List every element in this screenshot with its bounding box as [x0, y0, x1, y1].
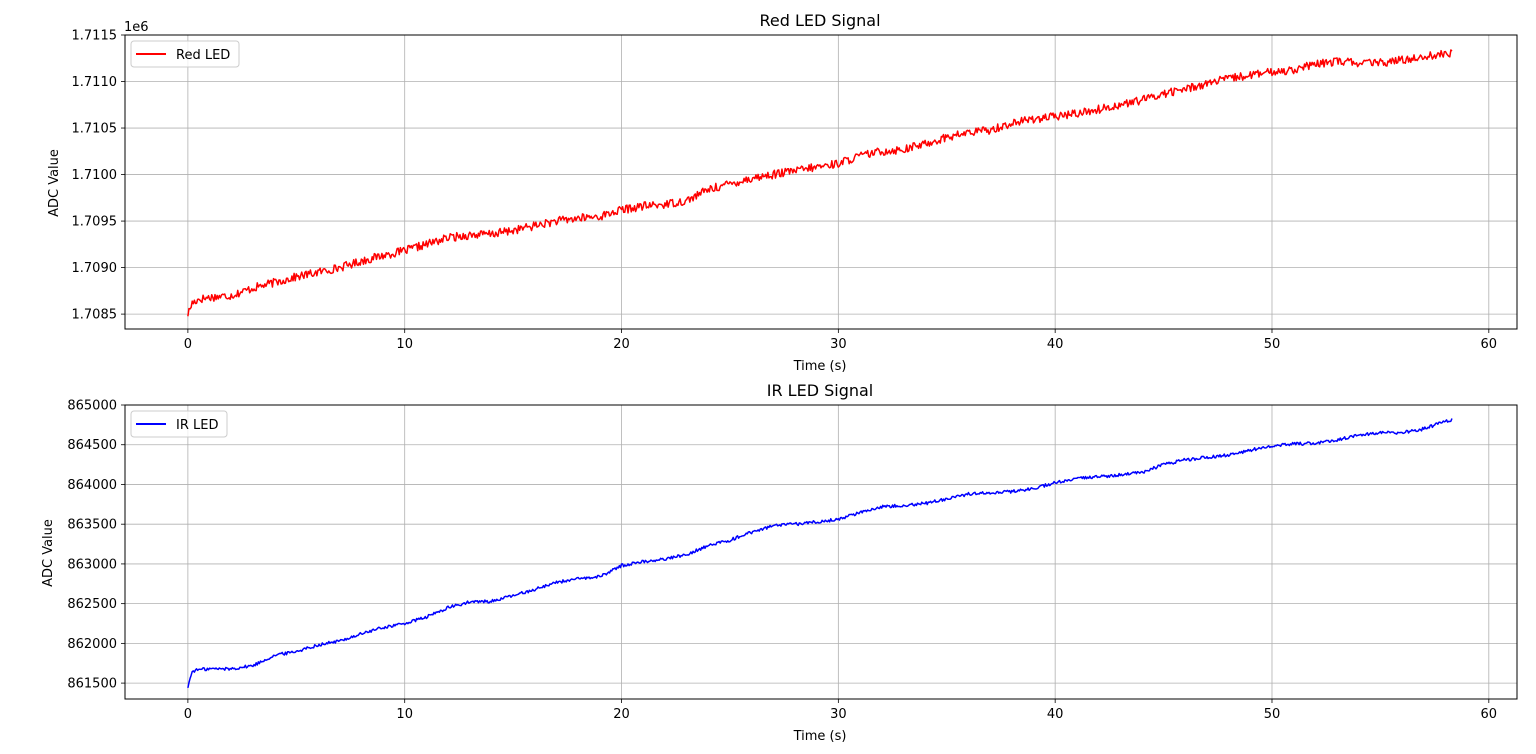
ir-led-y-axis-label: ADC Value [41, 519, 56, 587]
red-led-x-tick-label: 0 [184, 337, 192, 352]
red-led-x-tick-label: 60 [1481, 337, 1498, 352]
red-led-legend-box [130, 40, 240, 68]
red-led-x-axis-label: Time (s) [793, 359, 847, 374]
ir-led-x-tick-label: 50 [1264, 707, 1281, 722]
red-led-y-tick-label: 1.7095 [72, 215, 118, 230]
ir-led-x-tick-label: 40 [1047, 707, 1064, 722]
ir-led-plot-area [187, 418, 1453, 689]
ir-led-axes-frame [124, 404, 1518, 700]
red-led-x-tick-label: 20 [613, 337, 630, 352]
red-led-x-tick-label: 30 [830, 337, 847, 352]
ir-led-y-tick-label: 861500 [67, 677, 117, 692]
ir-led-legend-box [130, 410, 228, 438]
red-led-grid [125, 34, 1517, 329]
ir-led-x-tick-label: 60 [1481, 707, 1498, 722]
red-led-y-tick-label: 1.7110 [72, 75, 118, 90]
red-led-y-tick-label: 1.7115 [72, 29, 118, 44]
red-led-y-axis-label: ADC Value [47, 149, 62, 217]
ir-led-legend-label: IR LED [176, 418, 218, 433]
ir-led-y-tick-label: 863500 [67, 518, 117, 533]
red-led-subplot: 0 10 20 30 40 50 60 1.7085 1.7090 1.7095 1.7100 1.7… [47, 11, 1518, 374]
ir-led-x-tick-label: 20 [613, 707, 630, 722]
red-led-x-tick-label: 10 [396, 337, 413, 352]
red-led-offset-text: 1e6 [124, 20, 149, 35]
ir-led-subplot: 0 10 20 30 40 50 60 861500 862000 862500 863000 863… [41, 381, 1518, 744]
red-led-axes-frame [124, 34, 1518, 330]
red-led-x-tick-label: 50 [1264, 337, 1281, 352]
ir-led-y-tick-label: 864500 [67, 438, 117, 453]
ir-led-y-tick-label: 862500 [67, 597, 117, 612]
ir-led-series-line [187, 418, 1453, 689]
red-led-legend-label: Red LED [176, 48, 230, 63]
ir-led-x-axis-label: Time (s) [793, 729, 847, 744]
ir-led-x-tick-label: 30 [830, 707, 847, 722]
ir-led-x-tick-label: 10 [396, 707, 413, 722]
ir-led-chart-title: IR LED Signal [767, 381, 874, 400]
ir-led-y-tick-label: 865000 [67, 399, 117, 414]
red-led-y-tick-label: 1.7105 [72, 122, 118, 137]
red-led-series-line [187, 49, 1453, 317]
ir-led-y-tick-label: 863000 [67, 557, 117, 572]
ir-led-legend: IR LED [130, 410, 228, 438]
ir-led-x-tick-label: 0 [184, 707, 192, 722]
red-led-ticks: 0 10 20 30 40 50 60 1.7085 1.7090 1.7095 1.7100 1.7… [72, 29, 1498, 353]
red-led-x-tick-label: 40 [1047, 337, 1064, 352]
ir-led-y-tick-label: 862000 [67, 637, 117, 652]
red-led-y-tick-label: 1.7090 [72, 261, 118, 276]
red-led-plot-area [187, 49, 1453, 317]
ir-led-grid [125, 404, 1517, 699]
red-led-chart-title: Red LED Signal [759, 11, 880, 30]
ir-led-ticks: 0 10 20 30 40 50 60 861500 862000 862500 863000 863… [67, 399, 1497, 723]
red-led-y-tick-label: 1.7085 [72, 308, 118, 323]
ir-led-y-tick-label: 864000 [67, 478, 117, 493]
red-led-legend: Red LED [130, 40, 240, 68]
red-led-y-tick-label: 1.7100 [72, 168, 118, 183]
